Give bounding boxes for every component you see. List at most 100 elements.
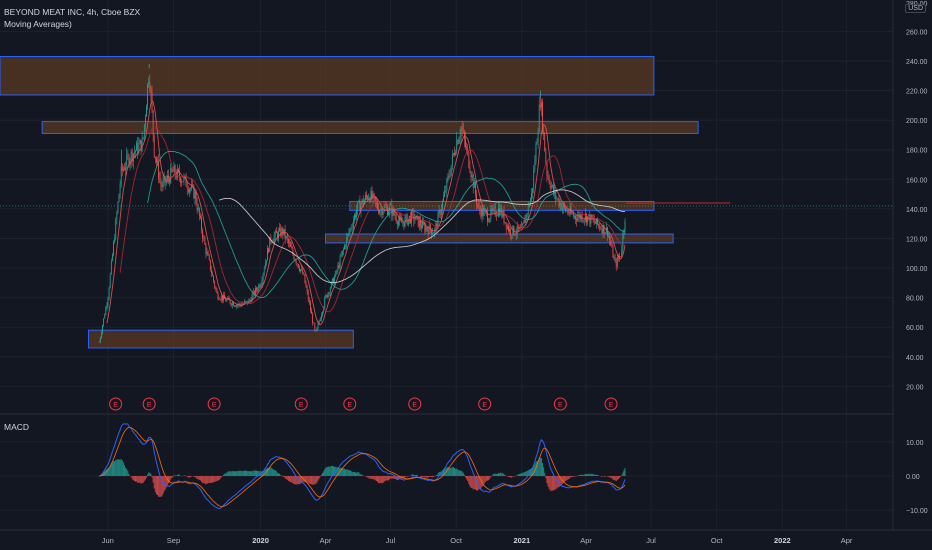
time-tick-label[interactable]: Apr: [320, 536, 332, 545]
candle-body: [436, 223, 438, 228]
time-tick-label[interactable]: Jun: [102, 536, 114, 545]
price-zone[interactable]: [41, 121, 699, 134]
earnings-marker[interactable]: [142, 397, 156, 411]
earnings-marker-label: E: [147, 402, 152, 409]
time-tick-label[interactable]: Jul: [386, 536, 396, 545]
price-zone[interactable]: [88, 329, 354, 349]
time-tick-label[interactable]: Oct: [450, 536, 463, 545]
candle-body: [346, 236, 348, 247]
time-tick-label[interactable]: Oct: [711, 536, 724, 545]
macd-histogram-bar: [554, 476, 556, 490]
price-tick-label[interactable]: 60.00: [906, 325, 924, 332]
candle-body: [142, 137, 144, 138]
earnings-marker[interactable]: [604, 397, 618, 411]
macd-histogram-bar: [279, 473, 281, 476]
macd-histogram-bar: [273, 469, 275, 476]
candle-body: [439, 210, 441, 216]
macd-tick-label[interactable]: −10.00: [906, 508, 928, 515]
candle-body: [399, 217, 400, 221]
macd-histogram-bar: [539, 457, 541, 476]
price-zone[interactable]: [325, 233, 674, 244]
price-tick-label[interactable]: 260.00: [906, 29, 928, 36]
time-tick-label[interactable]: Sep: [167, 536, 180, 545]
candle-body: [561, 207, 563, 210]
earnings-marker[interactable]: [408, 397, 422, 411]
macd-histogram-bar: [621, 475, 623, 476]
candle-body: [588, 214, 590, 217]
price-tick-label[interactable]: 180.00: [906, 148, 928, 155]
price-tick-label[interactable]: 80.00: [906, 296, 924, 303]
price-tick-label[interactable]: 200.00: [906, 118, 928, 125]
macd-histogram-bar: [306, 476, 308, 483]
candle-body: [462, 130, 464, 132]
macd-title[interactable]: MACD: [4, 422, 30, 432]
time-axis[interactable]: Jun Sep 2020 Apr Jul Oct 2021 Apr Jul Oct 2022 Apr: [102, 536, 853, 545]
candle-body: [284, 229, 286, 239]
macd-histogram-bar: [248, 471, 250, 476]
price-tick-label[interactable]: 240.00: [906, 59, 928, 66]
horizontal-lines[interactable]: [0, 202, 893, 207]
price-tick-label[interactable]: 100.00: [906, 266, 928, 273]
earnings-marker[interactable]: [109, 397, 123, 411]
macd-histogram-bar: [468, 476, 470, 485]
macd-histogram-bar: [449, 468, 451, 476]
candle-body: [519, 227, 520, 229]
macd-histogram-bar: [144, 476, 146, 480]
candle-body: [197, 207, 199, 211]
macd-histogram-bar: [166, 476, 168, 486]
candle-body: [274, 230, 276, 236]
price-tick-label[interactable]: 20.00: [906, 384, 924, 391]
macd-histogram-bar: [301, 476, 303, 483]
price-axis[interactable]: 260.00 240.00 220.00 200.00 180.00 160.00 140.…: [906, 1, 928, 391]
indicator-title[interactable]: Moving Averages): [4, 19, 72, 29]
currency-badge[interactable]: USD: [905, 4, 926, 13]
earnings-marker[interactable]: [343, 397, 357, 411]
macd-histogram-bar: [198, 476, 200, 481]
macd-histogram-bar: [169, 476, 171, 483]
time-tick-label[interactable]: 2022: [774, 536, 791, 545]
price-tick-label[interactable]: 220.00: [906, 89, 928, 96]
macd-histogram-bar: [454, 467, 456, 476]
macd-tick-label[interactable]: 10.00: [906, 440, 924, 447]
time-tick-label[interactable]: 2020: [252, 536, 269, 545]
earnings-marker[interactable]: [478, 397, 492, 411]
macd-histogram-bar: [341, 468, 343, 476]
macd-histogram-bar: [291, 476, 293, 483]
support-resistance-zones[interactable]: [0, 56, 699, 349]
candle-body: [161, 184, 163, 188]
earnings-marker[interactable]: [553, 397, 567, 411]
price-tick-label[interactable]: 160.00: [906, 177, 928, 184]
time-tick-label[interactable]: 2021: [513, 536, 530, 545]
macd-histogram-bar: [606, 476, 608, 477]
candle-body: [200, 216, 201, 218]
candle-body: [191, 184, 193, 189]
candle-body: [180, 177, 182, 184]
earnings-marker[interactable]: [294, 397, 308, 411]
candle-body: [306, 287, 308, 292]
macd-histogram-bar: [203, 476, 205, 484]
price-tick-label[interactable]: 140.00: [906, 207, 928, 214]
candle-body: [466, 146, 468, 149]
price-tick-label[interactable]: 120.00: [906, 236, 928, 243]
macd-histogram-bar: [462, 472, 464, 476]
earnings-marker[interactable]: [207, 397, 221, 411]
macd-histogram-bar: [527, 469, 529, 476]
macd-axis[interactable]: 10.00 0.00 −10.00: [906, 440, 928, 515]
time-tick-label[interactable]: Jul: [646, 536, 656, 545]
candle-body: [548, 176, 550, 184]
macd-histogram-bar: [536, 461, 538, 476]
macd-histogram-bar: [284, 476, 286, 479]
symbol-title[interactable]: BEYOND MEAT INC, 4h, Cboe BZX: [4, 7, 141, 17]
candle-body: [356, 210, 358, 217]
candle-body: [449, 174, 451, 177]
time-tick-label[interactable]: Apr: [841, 536, 853, 545]
candle-body: [591, 214, 593, 220]
macd-histogram-bar: [517, 474, 519, 476]
macd-histogram-bar: [426, 476, 428, 478]
price-zone[interactable]: [0, 56, 655, 96]
macd-tick-label[interactable]: 0.00: [906, 474, 920, 481]
price-tick-label[interactable]: 40.00: [906, 355, 924, 362]
time-tick-label[interactable]: Apr: [580, 536, 592, 545]
